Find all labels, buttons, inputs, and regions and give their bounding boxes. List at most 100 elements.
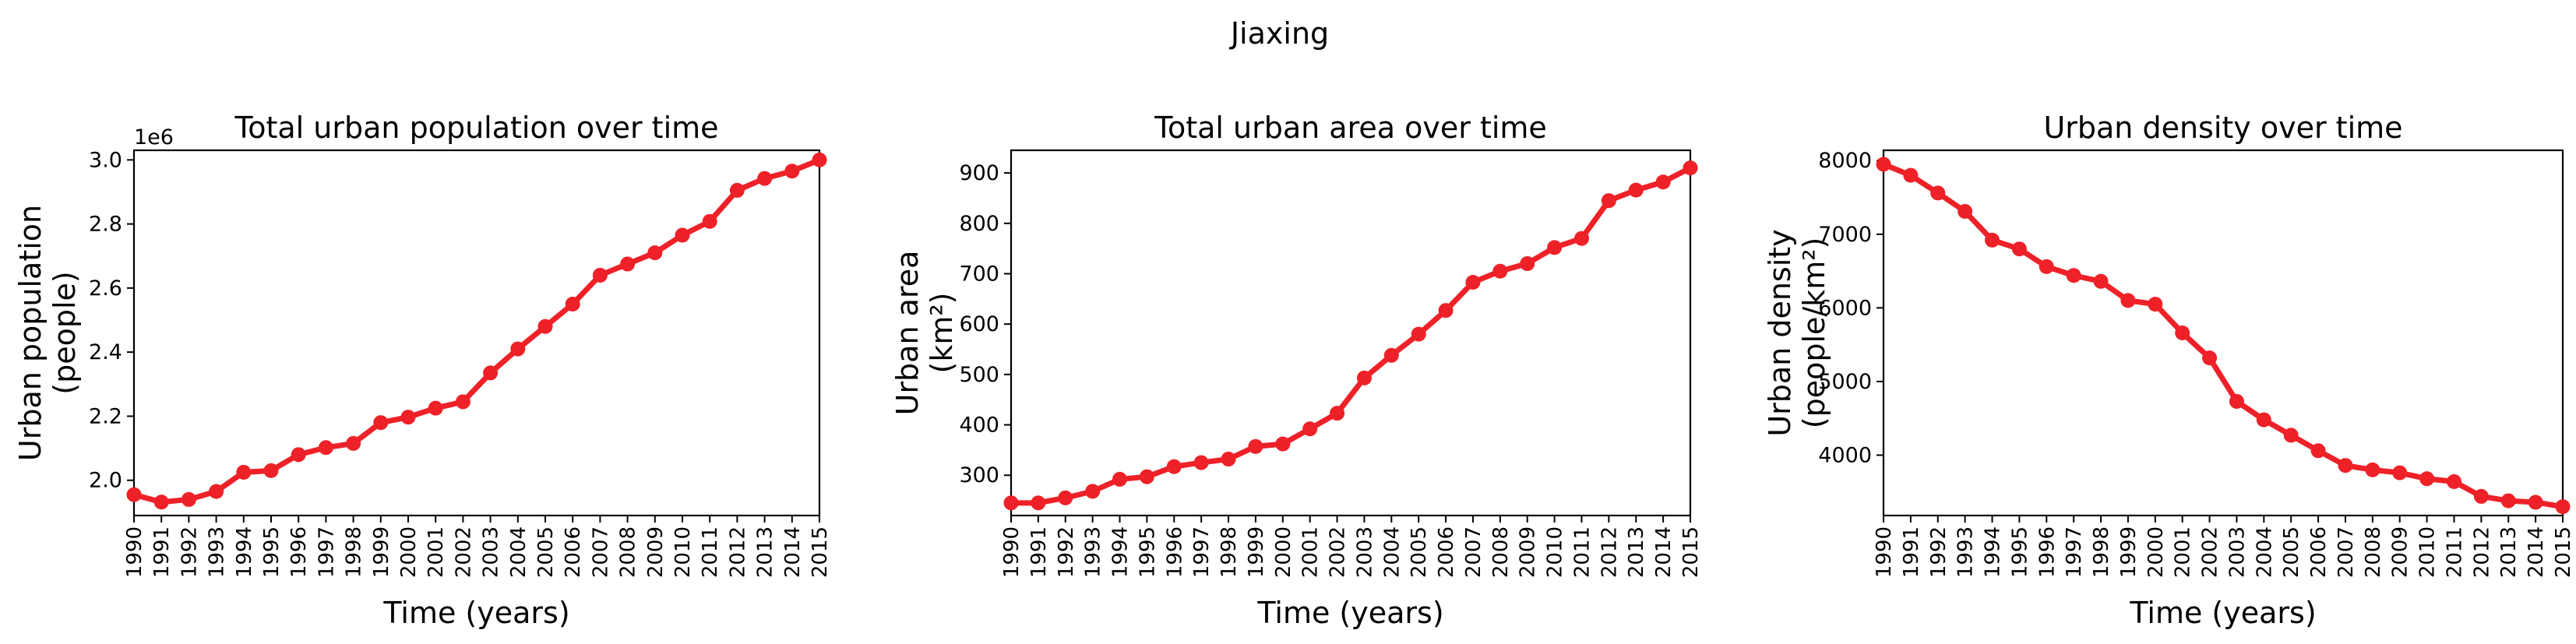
x-tick-label: 2013 xyxy=(1625,526,1648,578)
data-point xyxy=(1139,469,1154,484)
chart-panel-2: Total urban area over time 300 400 500 600 70… xyxy=(890,111,1703,630)
data-point xyxy=(675,227,690,243)
x-tick-label: 2006 xyxy=(562,526,585,578)
data-point xyxy=(263,463,279,478)
x-axis-label: Time (years) xyxy=(2129,596,2316,630)
x-tick-label: 2000 xyxy=(2144,526,2168,578)
data-point xyxy=(1903,167,1919,183)
figure-title: Jiaxing xyxy=(1229,16,1329,51)
x-tick-label: 2011 xyxy=(2443,526,2466,578)
y-tick-label: 6000 xyxy=(1818,296,1872,320)
x-tick-label: 1991 xyxy=(1027,526,1051,578)
x-tick-label: 2001 xyxy=(1299,526,1323,578)
series-line xyxy=(131,157,823,505)
data-point xyxy=(181,491,196,507)
data-point xyxy=(537,318,553,334)
data-point xyxy=(1492,263,1508,279)
data-point xyxy=(1573,231,1589,246)
data-point xyxy=(2229,393,2244,409)
data-point xyxy=(2392,465,2408,480)
data-point xyxy=(2473,488,2489,504)
x-tick-label: 2003 xyxy=(480,526,503,578)
y-tick-label: 2.2 xyxy=(89,404,122,428)
x-tick-label: 2004 xyxy=(507,526,530,578)
data-point xyxy=(2365,462,2380,477)
x-tick-label: 1994 xyxy=(233,526,256,578)
data-point xyxy=(1958,203,1973,219)
y-tick-label: 3.0 xyxy=(89,148,122,172)
x-tick-label: 1993 xyxy=(1954,526,1978,578)
data-point xyxy=(291,447,306,463)
data-point xyxy=(1193,455,1209,470)
data-point xyxy=(702,213,717,229)
axes-frame xyxy=(132,149,821,517)
data-point xyxy=(1003,495,1019,511)
data-point xyxy=(2039,259,2054,274)
x-tick-label: 1995 xyxy=(2008,526,2032,578)
x-tick-label: 2000 xyxy=(1272,526,1295,578)
x-tick-label: 1999 xyxy=(370,526,393,578)
x-tick-label: 2014 xyxy=(2525,526,2548,578)
x-tick-label: 1990 xyxy=(1873,526,1896,578)
data-point xyxy=(1248,438,1263,454)
data-point xyxy=(1465,274,1481,290)
x-tick-label: 2011 xyxy=(699,526,722,578)
data-point xyxy=(2066,268,2081,283)
x-tick-label: 1997 xyxy=(1190,526,1214,578)
x-tick-label: 2005 xyxy=(2280,526,2303,578)
data-point xyxy=(1356,370,1372,385)
y-axis-label: Urban population(people) xyxy=(13,205,82,461)
x-tick-label: 1991 xyxy=(150,526,174,578)
x-tick-label: 2009 xyxy=(1517,526,1540,578)
y-axis-label-line: (people) xyxy=(48,271,82,394)
x-tick-label: 2003 xyxy=(2225,526,2249,578)
x-tick-label: 1998 xyxy=(343,526,366,578)
y-axis-label: Urban area(km²) xyxy=(890,251,959,416)
x-tick-label: 2005 xyxy=(1408,526,1431,578)
x-tick-label: 2011 xyxy=(1570,526,1594,578)
y-tick-label: 2.6 xyxy=(89,276,122,301)
x-tick-label: 2014 xyxy=(781,526,805,578)
axes-frame xyxy=(1882,149,2564,517)
data-point xyxy=(2120,293,2136,308)
data-point xyxy=(620,256,636,272)
series-line xyxy=(1880,161,2566,510)
x-axis-label: Time (years) xyxy=(382,596,569,630)
data-point xyxy=(1058,490,1073,505)
y-tick-label: 800 xyxy=(959,212,999,236)
data-point xyxy=(1628,182,1644,198)
chart-title: Urban density over time xyxy=(2043,111,2402,145)
data-point xyxy=(2283,428,2299,443)
y-tick-label: 2.4 xyxy=(89,340,122,364)
x-tick-label: 1994 xyxy=(1109,526,1133,578)
x-tick-label: 1998 xyxy=(1218,526,1241,578)
x-tick-label: 2012 xyxy=(726,526,749,578)
x-tick-label: 1995 xyxy=(260,526,284,578)
data-point xyxy=(209,484,224,499)
data-point xyxy=(1085,484,1101,499)
y-tick-label: 600 xyxy=(959,312,999,336)
data-point xyxy=(1330,406,1345,421)
data-point xyxy=(373,415,389,431)
chart-panel-3: Urban density over time 4000 5000 6000 7000 8… xyxy=(1763,111,2575,630)
y-tick-label: 900 xyxy=(959,161,999,185)
x-tick-label: 1990 xyxy=(123,526,146,578)
series-line xyxy=(1008,165,1693,506)
x-tick-label: 2013 xyxy=(2497,526,2521,578)
data-point xyxy=(592,267,608,283)
x-tick-label: 1993 xyxy=(1082,526,1105,578)
x-axis-label: Time (years) xyxy=(1256,596,1443,630)
data-point xyxy=(428,400,443,416)
y-axis-label-line: Urban density xyxy=(1763,229,1797,436)
y-axis-label-line: (km²) xyxy=(925,293,959,374)
data-point xyxy=(1876,157,1891,172)
data-point xyxy=(1547,240,1563,255)
x-tick-label: 2004 xyxy=(1380,526,1404,578)
data-point xyxy=(2419,471,2435,487)
x-tick-label: 2001 xyxy=(2172,526,2195,578)
y-tick-label: 5000 xyxy=(1818,370,1872,394)
data-point xyxy=(1655,174,1671,190)
data-point xyxy=(1383,347,1399,363)
x-tick-label: 2009 xyxy=(644,526,668,578)
data-point xyxy=(2338,458,2353,473)
